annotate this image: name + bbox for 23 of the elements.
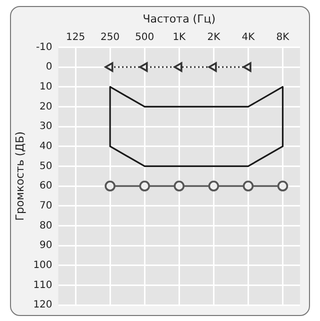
x-tick-label: 500	[135, 32, 154, 43]
x-tick-label: 8K	[276, 32, 290, 43]
y-tick-label: 40	[40, 140, 52, 152]
y-tick-label: 30	[40, 121, 52, 132]
y-tick-label: 20	[40, 101, 52, 112]
x-tick-label: 250	[100, 32, 120, 43]
y-tick-label: 80	[40, 220, 52, 232]
y-tick-label: 0	[46, 62, 52, 73]
y-tick-label: 120	[33, 300, 52, 311]
y-tick-label: 50	[40, 160, 52, 172]
x-tick-label: 125	[66, 32, 86, 43]
x-tick-label: 2K	[207, 32, 221, 43]
y-tick-label: 70	[40, 200, 52, 212]
x-tick-label: 1K	[172, 32, 186, 43]
y-tick-label: 60	[40, 180, 52, 192]
y-tick-label: 10	[40, 81, 52, 92]
y-tick-label: -10	[36, 42, 52, 53]
y-axis-title: Громкость (ДБ)	[13, 131, 26, 221]
x-tick-label: 4K	[242, 32, 256, 43]
y-tick-label: 100	[33, 260, 52, 271]
x-axis-title: Частота (Гц)	[142, 12, 216, 26]
y-tick-label: 90	[40, 240, 52, 252]
y-tick-label: 110	[33, 280, 52, 291]
